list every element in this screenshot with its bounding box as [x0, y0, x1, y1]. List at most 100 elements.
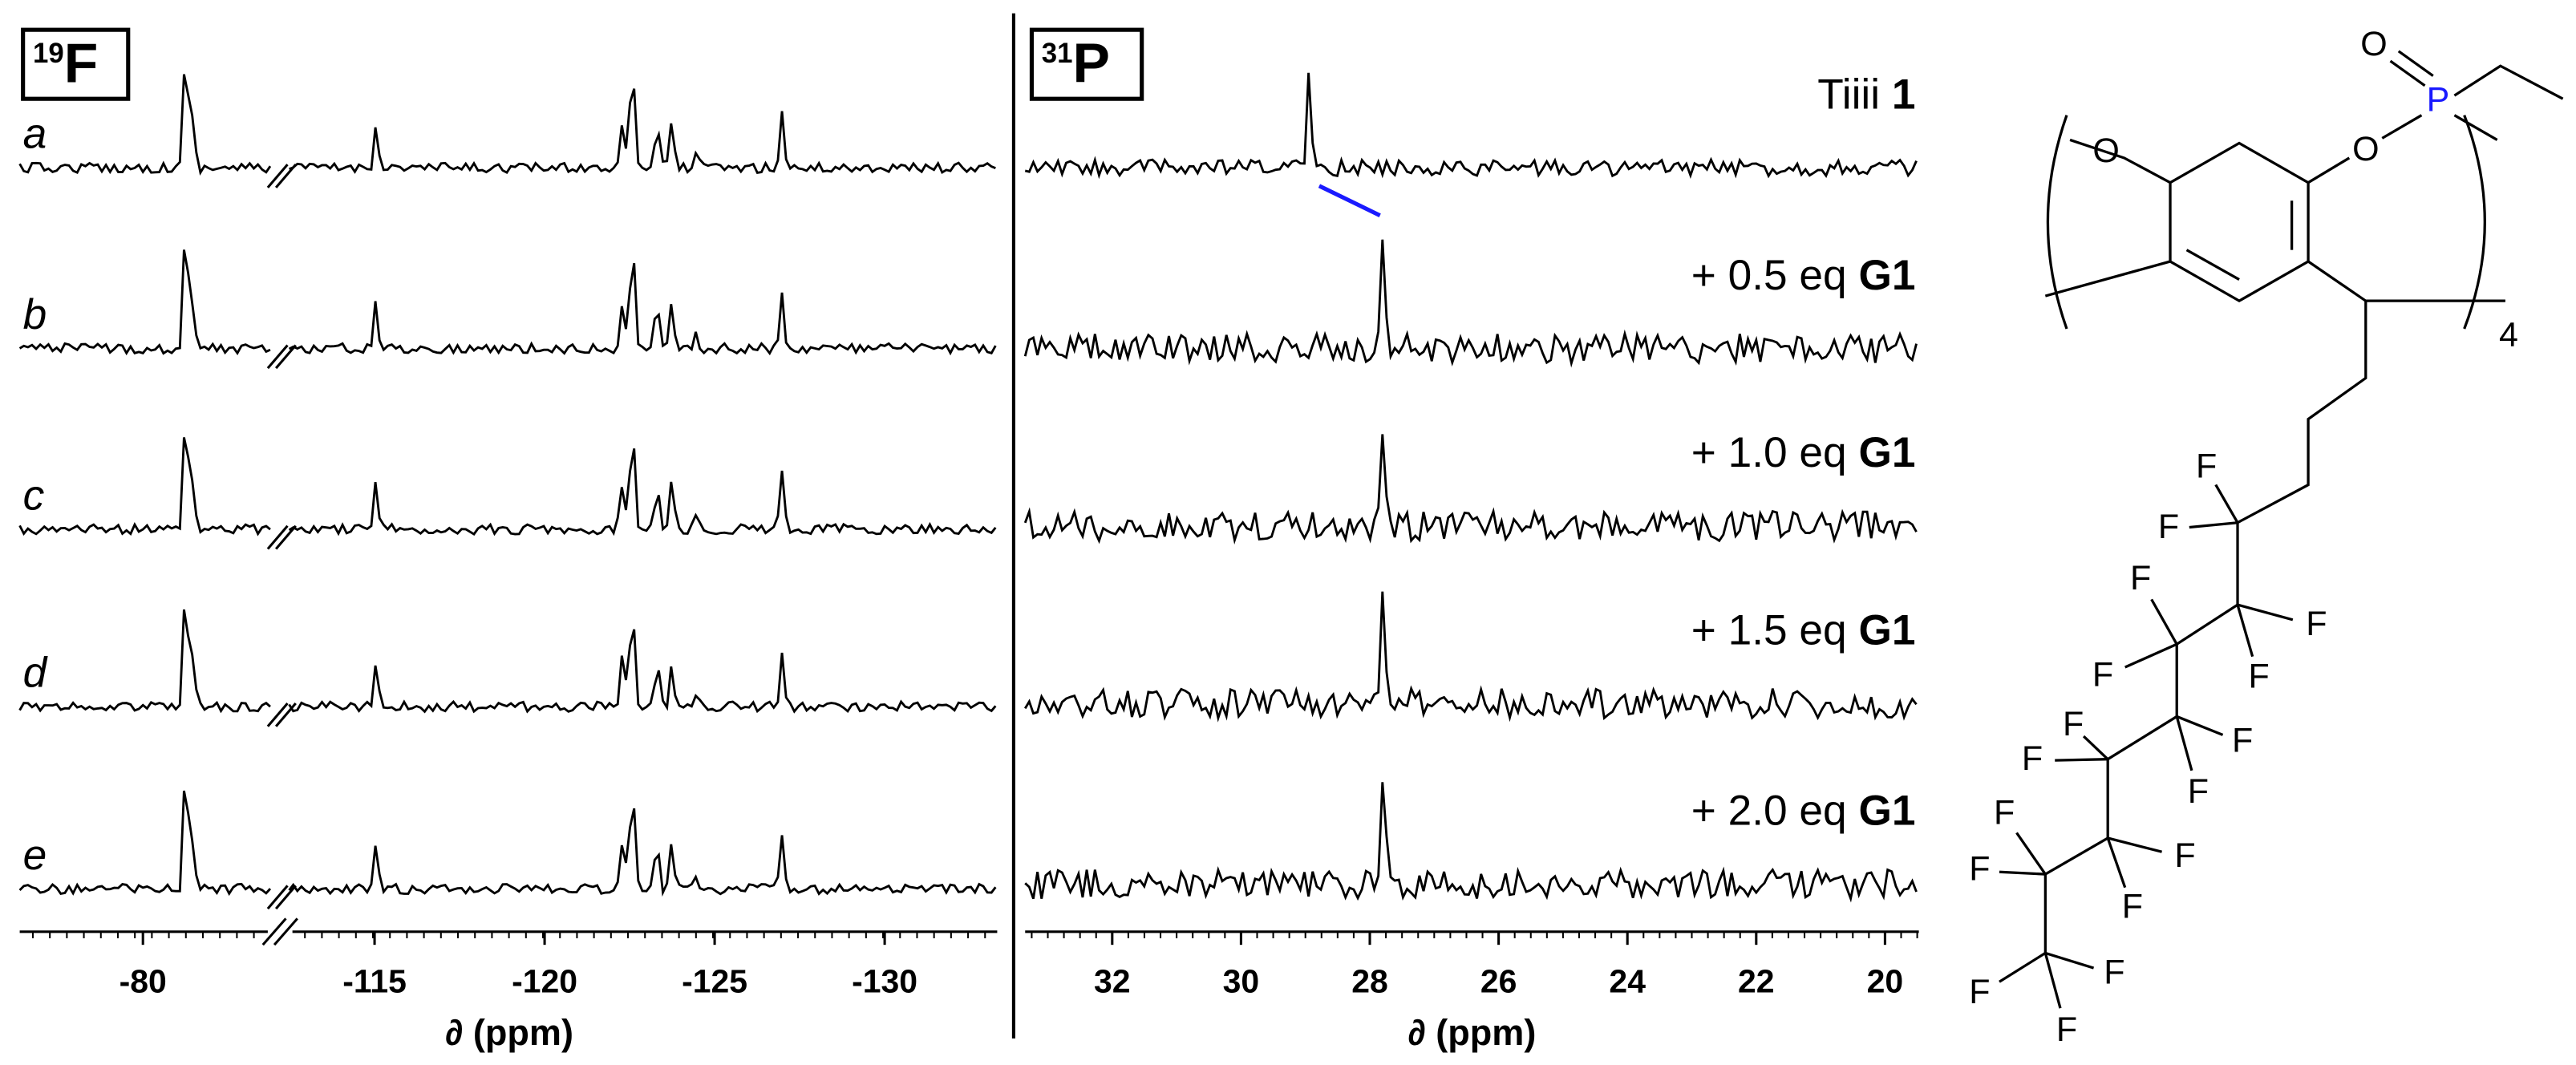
tick-label: -80	[119, 963, 167, 1000]
condition-text: + 2.0 eq	[1691, 788, 1847, 835]
atom: F	[2130, 559, 2151, 597]
bond	[2069, 138, 2171, 184]
spectrum	[1024, 782, 1918, 903]
bond	[2043, 952, 2062, 1009]
bond	[2044, 260, 2171, 298]
spectrum	[18, 609, 271, 714]
trace-label: d	[23, 650, 49, 697]
atom: F	[1969, 849, 1990, 888]
axis-break	[274, 885, 297, 910]
spectrum	[1023, 239, 1918, 368]
nucleus: P	[1072, 32, 1109, 95]
nucleus-label: 31P	[1042, 32, 1110, 95]
condition: + 0.5 eq G1	[1691, 252, 1916, 299]
bond	[2015, 832, 2047, 876]
spectrum	[1023, 434, 1918, 545]
atom: O	[2092, 132, 2119, 170]
mass: 31	[1042, 38, 1073, 69]
atom: F	[2188, 772, 2209, 811]
spectrum	[18, 249, 271, 356]
tick-label: 20	[1867, 963, 1904, 1000]
trace-label: c	[23, 472, 45, 519]
spectrum	[1024, 72, 1918, 180]
atom: O	[2352, 130, 2379, 168]
bond	[2381, 114, 2423, 140]
spectrum	[288, 263, 997, 356]
bond	[2237, 603, 2294, 622]
spectrum	[289, 88, 996, 175]
condition-text: + 1.5 eq	[1691, 606, 1847, 654]
chain	[2043, 301, 2367, 954]
axis-label: ∂ (ppm)	[445, 1012, 573, 1053]
axis-break	[261, 917, 287, 946]
condition-text: Tiiii	[1817, 71, 1880, 118]
condition: Tiiii 1	[1817, 71, 1915, 118]
atom: F	[2174, 836, 2195, 875]
condition-bold: G1	[1858, 252, 1915, 299]
atom: F	[2249, 658, 2270, 696]
bond	[1999, 952, 2047, 983]
atom: F	[2196, 447, 2217, 485]
condition-bold: G1	[1858, 606, 1915, 654]
ring	[2169, 141, 2310, 303]
trace-label: b	[23, 291, 47, 338]
bond	[2453, 114, 2498, 141]
tick-label: 26	[1480, 963, 1517, 1000]
axis-break	[266, 344, 289, 370]
condition-text: + 1.0 eq	[1691, 429, 1847, 476]
bond	[2214, 484, 2239, 524]
axis-break	[274, 524, 297, 550]
bond	[2185, 249, 2240, 281]
bond	[2175, 715, 2193, 771]
spectra	[18, 72, 1918, 903]
spectrum	[288, 448, 997, 537]
cf-bonds	[1999, 484, 2294, 1009]
atom: F	[2158, 508, 2179, 546]
axis-break	[266, 885, 289, 910]
spectrum	[18, 74, 272, 176]
atom: F	[2104, 953, 2124, 991]
condition: + 2.0 eq G1	[1691, 788, 1916, 835]
tick-label: 28	[1351, 963, 1388, 1000]
atom: F	[2056, 1010, 2077, 1049]
bond	[2307, 156, 2351, 184]
tick-label: -125	[682, 963, 747, 1000]
axis-break	[273, 917, 298, 946]
bond	[2453, 64, 2564, 100]
atom: F	[2122, 887, 2143, 925]
nucleus-box	[1029, 27, 1144, 101]
atom: F	[2092, 656, 2113, 694]
tick-label: 30	[1223, 963, 1260, 1000]
atom: F	[1969, 973, 1990, 1011]
bond	[2150, 598, 2178, 646]
nucleus-label: 19F	[33, 32, 98, 95]
bond	[2389, 59, 2426, 87]
trace-label: e	[23, 832, 47, 879]
atom: F	[2022, 739, 2043, 778]
bond	[2082, 735, 2109, 760]
condition-bold: 1	[1892, 71, 1916, 118]
tick-label: 24	[1609, 963, 1646, 1000]
tick-label: -130	[852, 963, 917, 1000]
mass: 19	[33, 38, 64, 69]
bracket	[2463, 115, 2486, 330]
tick-label: 22	[1738, 963, 1775, 1000]
axis-break	[274, 703, 297, 727]
axis-break	[266, 164, 289, 188]
subscript: 4	[2499, 316, 2518, 354]
condition-bold: G1	[1858, 788, 1915, 835]
spectrum	[288, 808, 997, 897]
atom: O	[2360, 25, 2387, 63]
condition: + 1.0 eq G1	[1691, 429, 1916, 476]
atom: F	[2063, 705, 2084, 743]
tick-label: -115	[342, 963, 407, 1000]
spectrum	[1024, 591, 1918, 723]
spectrum	[288, 629, 997, 714]
nucleus: F	[64, 32, 99, 95]
tick-label: 32	[1094, 963, 1131, 1000]
bond	[1999, 870, 2046, 876]
bond	[2124, 642, 2177, 669]
bond	[2236, 604, 2254, 658]
